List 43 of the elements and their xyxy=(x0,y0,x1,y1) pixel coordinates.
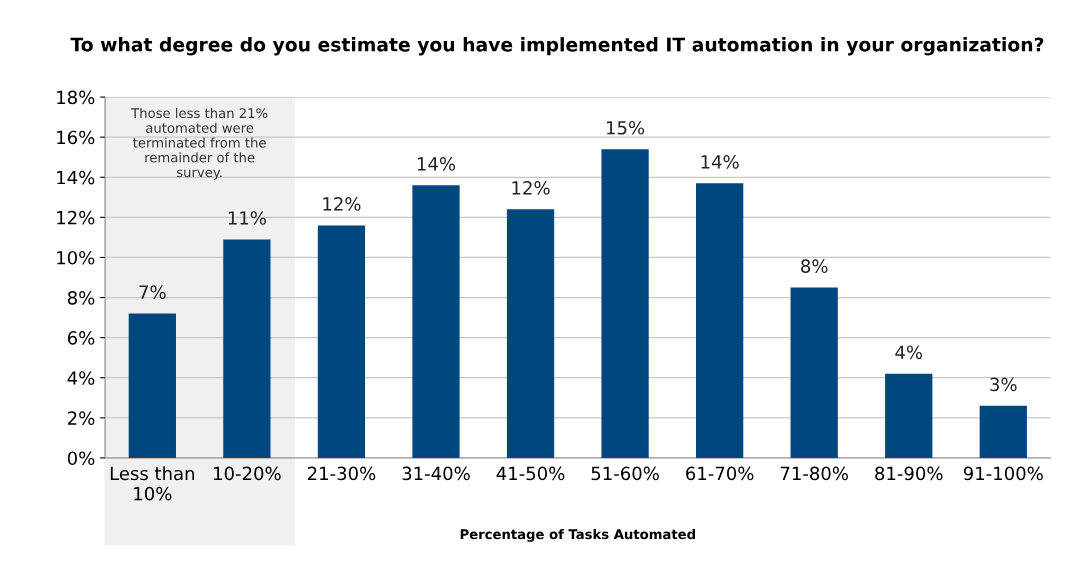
bar xyxy=(696,183,744,458)
bar xyxy=(128,313,176,458)
y-tick-label: 6% xyxy=(67,331,95,345)
data-label: 3% xyxy=(990,377,1017,392)
y-tick-label: 2% xyxy=(68,411,95,425)
x-tick-label: 61-70% xyxy=(686,466,754,481)
bar xyxy=(885,373,933,458)
data-label: 8% xyxy=(801,259,828,273)
x-axis-title: Percentage of Tasks Automated xyxy=(460,528,695,542)
y-tick-label: 14% xyxy=(57,170,95,185)
y-tick-label: 12% xyxy=(57,210,95,225)
band-label: Those less than 21% automated were terminated from the remainder of the survey. xyxy=(131,107,268,180)
bar xyxy=(790,287,838,458)
x-tick-label: 10-20% xyxy=(214,466,281,481)
y-tick-label: 4% xyxy=(67,371,95,385)
y-tick-label: 18% xyxy=(57,90,95,105)
x-tick-label: 81-90% xyxy=(875,466,943,481)
bar xyxy=(223,239,271,458)
bar xyxy=(601,149,649,458)
x-tick-label: 71-80% xyxy=(780,466,848,481)
data-label: 12% xyxy=(323,197,361,211)
x-tick-label: Less than 10% xyxy=(110,466,195,501)
x-tick-label: 21-30% xyxy=(307,466,376,481)
y-tick-label: 8% xyxy=(67,291,95,305)
y-tick-label: 0% xyxy=(67,451,95,466)
data-label: 4% xyxy=(895,345,923,360)
x-tick-label: 41-50% xyxy=(496,466,565,481)
x-tick-label: 51-60% xyxy=(591,466,659,481)
bar xyxy=(979,405,1027,458)
chart-title: To what degree do you estimate you have implemented IT automation in your organization? xyxy=(70,37,1044,56)
bar xyxy=(317,225,366,458)
bar xyxy=(506,209,555,458)
data-label: 15% xyxy=(607,120,645,135)
x-tick-label: 31-40% xyxy=(402,466,470,481)
data-label: 11% xyxy=(228,211,266,225)
y-tick-label: 10% xyxy=(57,250,95,265)
bar xyxy=(412,185,460,458)
x-tick-label: 91-100% xyxy=(963,466,1043,481)
data-label: 14% xyxy=(417,157,456,171)
data-label: 7% xyxy=(139,285,166,299)
y-tick-label: 16% xyxy=(57,130,95,145)
data-label: 12% xyxy=(512,181,550,195)
data-label: 14% xyxy=(701,155,739,169)
